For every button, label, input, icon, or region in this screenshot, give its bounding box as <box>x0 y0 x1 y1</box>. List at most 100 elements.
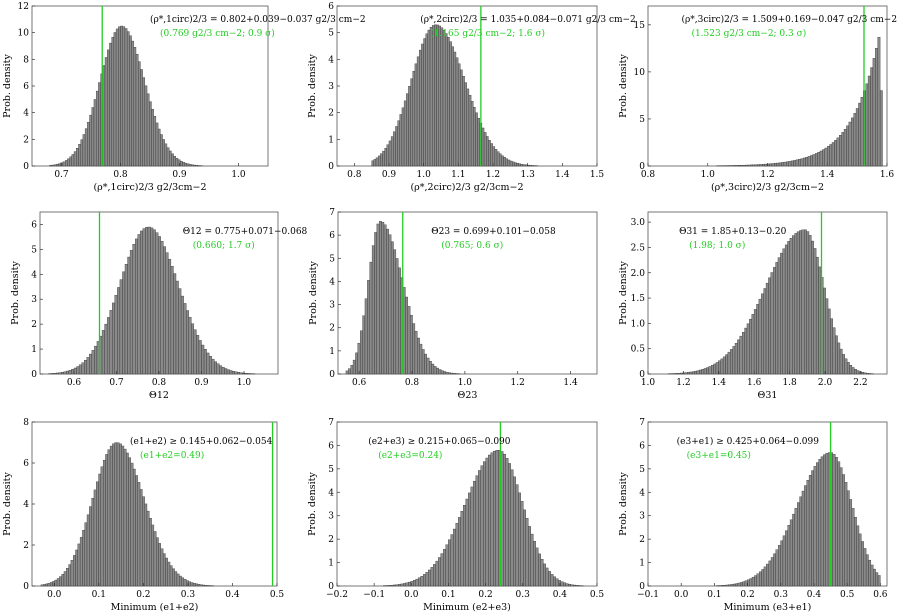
histogram-bar <box>486 136 489 167</box>
histogram-bar <box>762 164 765 167</box>
x-tick-label: 1.2 <box>676 378 690 388</box>
x-tick-label: 0.3 <box>516 590 531 600</box>
x-tick-label: 0.5 <box>590 590 605 600</box>
histogram-bar <box>98 473 102 587</box>
histogram-bar <box>501 155 504 167</box>
histogram-bar <box>715 362 719 375</box>
x-tick-label: 0.1 <box>92 590 106 600</box>
histogram-bar <box>374 232 378 375</box>
histogram-bar <box>846 490 850 587</box>
histogram-bar <box>870 67 874 167</box>
histogram-bar <box>740 165 744 167</box>
y-axis-label: Prob. density <box>10 261 21 325</box>
x-tick-label: 1.2 <box>511 378 525 388</box>
histogram-bar <box>142 228 146 375</box>
histogram-bar <box>754 575 757 587</box>
estimate-annotation: (e3+e1) ≥ 0.425+0.064−0.099 <box>677 436 820 447</box>
histogram-bar <box>408 85 411 167</box>
histogram-bar <box>436 24 439 167</box>
histogram-bar <box>523 509 526 587</box>
histogram-bar <box>221 367 225 375</box>
histogram-bar <box>206 352 210 375</box>
histogram-bar <box>178 288 182 375</box>
y-tick-label: 7 <box>329 208 335 218</box>
histogram-bar <box>875 48 878 167</box>
histogram-bar <box>481 127 485 167</box>
histogram-bar <box>825 453 829 587</box>
histogram-bar <box>412 323 416 375</box>
histogram-bar <box>768 560 772 587</box>
histogram-bar <box>123 448 127 587</box>
histogram-bar <box>184 162 188 167</box>
y-axis-label: Prob. density <box>307 54 318 118</box>
histogram-bar <box>550 574 554 587</box>
histogram-bar <box>765 282 769 375</box>
histogram-bar <box>447 37 450 167</box>
histogram-bar <box>759 164 763 167</box>
y-tick-label: 4 <box>23 109 29 119</box>
histogram-bar <box>449 41 452 167</box>
histogram-bar <box>535 547 539 587</box>
histogram-bar <box>807 156 811 167</box>
histogram-bar <box>555 578 559 587</box>
histogram-bar <box>431 363 435 375</box>
y-tick-label: 2 <box>23 135 29 145</box>
histogram-bar <box>357 342 361 375</box>
histogram-bar <box>204 585 208 587</box>
histogram-bar <box>177 159 181 167</box>
histogram-bar <box>520 501 524 587</box>
histogram-bar <box>722 356 726 375</box>
histogram-bar <box>167 561 171 587</box>
histogram-bar <box>751 314 755 375</box>
histogram-bar <box>812 154 816 167</box>
histogram-bar <box>780 252 783 375</box>
histogram-bar <box>170 266 174 375</box>
histogram-bar <box>768 277 771 375</box>
histogram-bar <box>761 569 765 587</box>
histogram-bar <box>377 155 381 167</box>
histogram-bar <box>738 165 741 167</box>
histogram-bar <box>843 129 847 167</box>
histogram-bar <box>224 368 228 375</box>
histogram-bar <box>752 164 756 167</box>
histogram-bar <box>203 349 207 375</box>
histogram-bar <box>153 116 157 167</box>
histogram-bar <box>208 356 212 375</box>
histogram-bar <box>480 465 484 587</box>
histogram-bar <box>163 246 166 375</box>
x-tick-label: 1.0 <box>237 378 252 388</box>
histogram-bar <box>40 584 44 587</box>
histogram-bar <box>419 49 422 167</box>
histogram-bar <box>50 373 54 375</box>
y-tick-label: 3 <box>328 82 334 92</box>
histogram-bar <box>137 234 141 375</box>
histogram-bar <box>827 308 831 375</box>
histogram-bar <box>130 462 134 587</box>
histogram-bar <box>73 151 77 167</box>
histogram-bar <box>417 337 420 375</box>
y-tick-label: 2 <box>329 324 335 334</box>
histogram-bar <box>171 153 174 167</box>
histogram-bar <box>528 526 531 587</box>
x-tick-label: 0.7 <box>54 170 69 180</box>
y-tick-label: 0.5 <box>631 345 646 355</box>
histogram-bar <box>851 117 854 167</box>
histogram-bar <box>789 238 793 375</box>
histogram-bar <box>362 315 366 375</box>
histogram-bar <box>390 241 394 375</box>
histogram-bar <box>425 33 429 167</box>
histogram-bar <box>749 318 752 375</box>
histogram-bar <box>490 452 494 587</box>
histogram-bar <box>468 94 472 167</box>
histogram-bar <box>744 580 748 587</box>
y-tick-label: 7 <box>639 418 645 428</box>
x-tick-label: −0.2 <box>326 590 348 600</box>
histogram-bar <box>428 569 431 587</box>
histogram-bar <box>851 508 855 587</box>
x-tick-label: 1.4 <box>712 378 727 388</box>
histogram-bar <box>837 342 841 375</box>
x-tick-label: 0.4 <box>553 590 568 600</box>
x-tick-label: 0.0 <box>47 590 62 600</box>
histogram-bar <box>142 77 146 167</box>
